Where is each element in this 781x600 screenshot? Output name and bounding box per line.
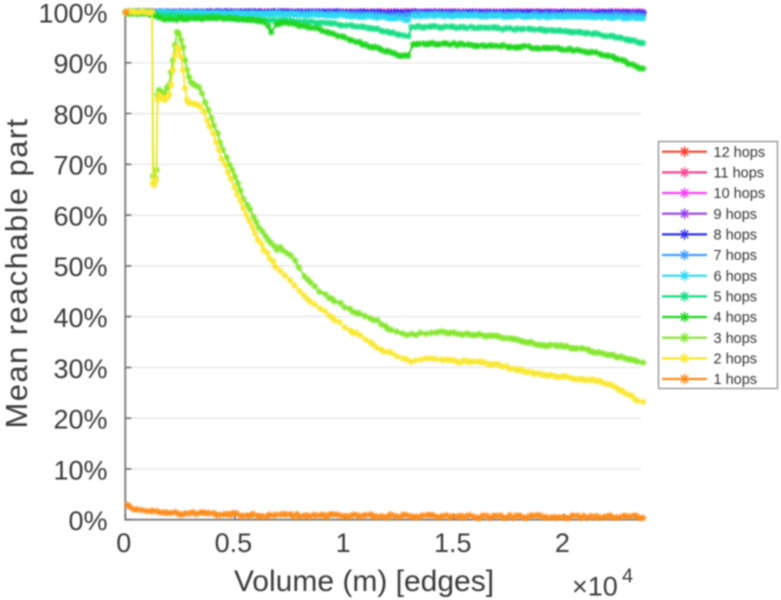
svg-text:2: 2 xyxy=(555,528,570,558)
svg-text:2 hops: 2 hops xyxy=(714,352,758,368)
svg-text:8 hops: 8 hops xyxy=(714,228,758,244)
svg-text:70%: 70% xyxy=(53,151,107,181)
svg-text:Mean reachable part: Mean reachable part xyxy=(0,118,34,429)
svg-text:90%: 90% xyxy=(53,49,107,79)
svg-text:×10: ×10 xyxy=(572,572,618,600)
svg-text:10%: 10% xyxy=(53,455,107,485)
svg-text:4 hops: 4 hops xyxy=(714,310,758,326)
svg-text:11 hops: 11 hops xyxy=(714,166,765,182)
svg-text:20%: 20% xyxy=(53,405,107,435)
svg-text:7 hops: 7 hops xyxy=(714,248,758,264)
svg-text:60%: 60% xyxy=(53,202,107,232)
svg-text:10 hops: 10 hops xyxy=(714,186,766,202)
svg-text:12 hops: 12 hops xyxy=(714,145,766,161)
svg-text:0: 0 xyxy=(116,528,131,558)
svg-text:0.5: 0.5 xyxy=(215,528,253,558)
svg-text:30%: 30% xyxy=(53,354,107,384)
svg-text:9 hops: 9 hops xyxy=(714,207,758,223)
svg-text:40%: 40% xyxy=(53,303,107,333)
svg-text:4: 4 xyxy=(622,566,633,588)
svg-text:1 hops: 1 hops xyxy=(714,372,758,388)
svg-text:1: 1 xyxy=(336,528,351,558)
svg-text:Volume (m) [edges]: Volume (m) [edges] xyxy=(234,565,494,598)
svg-text:50%: 50% xyxy=(53,252,107,282)
svg-text:100%: 100% xyxy=(38,0,107,28)
svg-text:0%: 0% xyxy=(68,506,107,536)
svg-text:3 hops: 3 hops xyxy=(714,331,758,347)
svg-text:5 hops: 5 hops xyxy=(714,290,758,306)
svg-text:1.5: 1.5 xyxy=(434,528,472,558)
svg-text:80%: 80% xyxy=(53,100,107,130)
svg-text:6 hops: 6 hops xyxy=(714,269,758,285)
